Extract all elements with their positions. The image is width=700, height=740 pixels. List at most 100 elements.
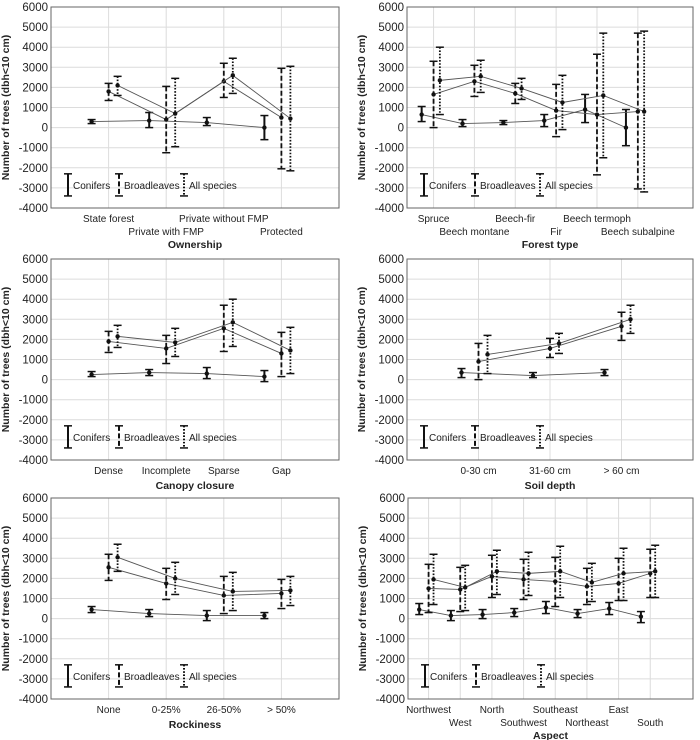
error-bar — [228, 571, 237, 612]
x-category-label: State forest — [83, 214, 134, 225]
mean-point — [494, 569, 500, 574]
error-bar — [162, 334, 171, 365]
error-bar — [541, 600, 550, 615]
mean-point — [164, 117, 169, 122]
error-bar — [228, 298, 237, 348]
y-tick-label: -2000 — [19, 654, 48, 666]
mean-point — [459, 370, 464, 375]
panel-forest-type: 6000 5000 4000 3000 2000 1000 0 -1000 -2000 -3000… — [356, 2, 694, 251]
legend-label: Conifers — [429, 433, 466, 444]
error-bar — [510, 607, 519, 618]
x-category-label: Protected — [260, 227, 303, 238]
y-tick-label: 0 — [42, 614, 48, 626]
mean-point — [584, 584, 590, 589]
x-category-label: None — [97, 705, 121, 716]
series-line-conifers — [421, 109, 627, 129]
legend-label: Broadleaves — [124, 181, 180, 192]
x-category-label: North — [480, 705, 504, 716]
legend-label: Conifers — [73, 672, 110, 683]
y-tick-label: 4000 — [22, 42, 48, 54]
x-axis-title: Soil depth — [525, 480, 576, 492]
error-bar — [87, 370, 96, 378]
mean-point — [431, 92, 436, 97]
series-line-conifers — [91, 120, 265, 129]
legend-item-broadleaves: Broadleaves — [115, 664, 180, 688]
legend-item-conifers: Conifers — [421, 664, 467, 688]
panel-canopy-closure: 6000 5000 4000 3000 2000 1000 0 -1000 -2000 -3000… — [0, 254, 340, 492]
error-bar — [417, 105, 426, 123]
mean-point — [147, 611, 152, 616]
legend-label: Broadleaves — [124, 433, 180, 444]
mean-point — [164, 346, 169, 351]
error-bar — [552, 83, 561, 138]
legend-label: All species — [546, 672, 594, 683]
error-bar — [633, 32, 642, 190]
panel-aspect: 6000 5000 4000 3000 2000 1000 0 -1000 -2000 -3000… — [357, 493, 694, 740]
series-line-broadleaves — [108, 566, 282, 596]
x-category-label: Private with FMP — [128, 227, 204, 238]
mean-point — [641, 109, 647, 114]
error-bar — [636, 610, 645, 624]
legend-item-all-species: All species — [536, 425, 593, 449]
x-axis-title: Rockiness — [169, 719, 222, 731]
y-tick-label: -4000 — [19, 203, 48, 215]
error-bar — [546, 337, 554, 359]
error-bar — [228, 57, 237, 95]
error-bar — [145, 608, 154, 618]
error-bar — [487, 554, 496, 599]
mean-point — [635, 109, 641, 114]
legend-item-broadleaves: Broadleaves — [115, 425, 180, 449]
mean-point — [542, 118, 547, 123]
mean-point — [543, 605, 549, 610]
error-bar — [519, 558, 528, 601]
error-bar — [540, 113, 549, 128]
x-category-label: > 60 cm — [604, 466, 640, 477]
mean-point — [106, 89, 111, 94]
mean-point — [575, 611, 580, 616]
x-category-label: South — [637, 718, 663, 729]
error-bar — [478, 608, 487, 620]
error-bar — [592, 53, 601, 176]
error-bar — [476, 59, 485, 94]
y-tick-label: -3000 — [375, 435, 404, 447]
x-category-label: Beech termoph — [563, 214, 631, 225]
mean-point — [262, 613, 267, 618]
x-category-label: Dense — [94, 466, 123, 477]
mean-point — [501, 120, 506, 125]
y-tick-label: 6000 — [379, 493, 405, 505]
series-line-broadleaves — [108, 327, 282, 354]
mean-point — [558, 569, 563, 574]
y-tick-label: 2000 — [22, 573, 48, 585]
y-tick-label: -1000 — [19, 395, 48, 407]
series-line-conifers — [419, 607, 642, 618]
y-tick-label: 2000 — [22, 334, 48, 346]
mean-point — [221, 593, 226, 598]
y-tick-label: -1000 — [19, 143, 48, 155]
error-bar — [461, 564, 470, 612]
error-bar — [202, 116, 211, 127]
mean-point — [556, 341, 562, 346]
legend-label: Conifers — [430, 672, 467, 683]
mean-point — [89, 119, 94, 124]
x-category-label: East — [609, 705, 629, 716]
mean-point — [221, 326, 226, 331]
error-bar — [470, 64, 479, 98]
x-category-label: 31-60 cm — [529, 466, 571, 477]
y-tick-label: 5000 — [379, 513, 405, 525]
error-bar — [458, 118, 467, 128]
x-category-label: West — [449, 718, 472, 729]
y-tick-label: 0 — [42, 123, 48, 135]
mean-point — [89, 607, 94, 612]
y-tick-label: -2000 — [19, 163, 48, 175]
mean-point — [288, 348, 293, 353]
legend-item-broadleaves: Broadleaves — [471, 425, 536, 449]
y-tick-label: 2000 — [378, 334, 404, 346]
mean-point — [512, 610, 517, 615]
mean-point — [115, 555, 120, 560]
mean-point — [173, 576, 178, 581]
error-bar — [435, 46, 444, 116]
x-axis-title: Canopy closure — [156, 480, 235, 492]
error-bar — [104, 553, 113, 582]
x-category-label: Beech subalpine — [601, 227, 675, 238]
y-tick-label: -3000 — [19, 674, 48, 686]
